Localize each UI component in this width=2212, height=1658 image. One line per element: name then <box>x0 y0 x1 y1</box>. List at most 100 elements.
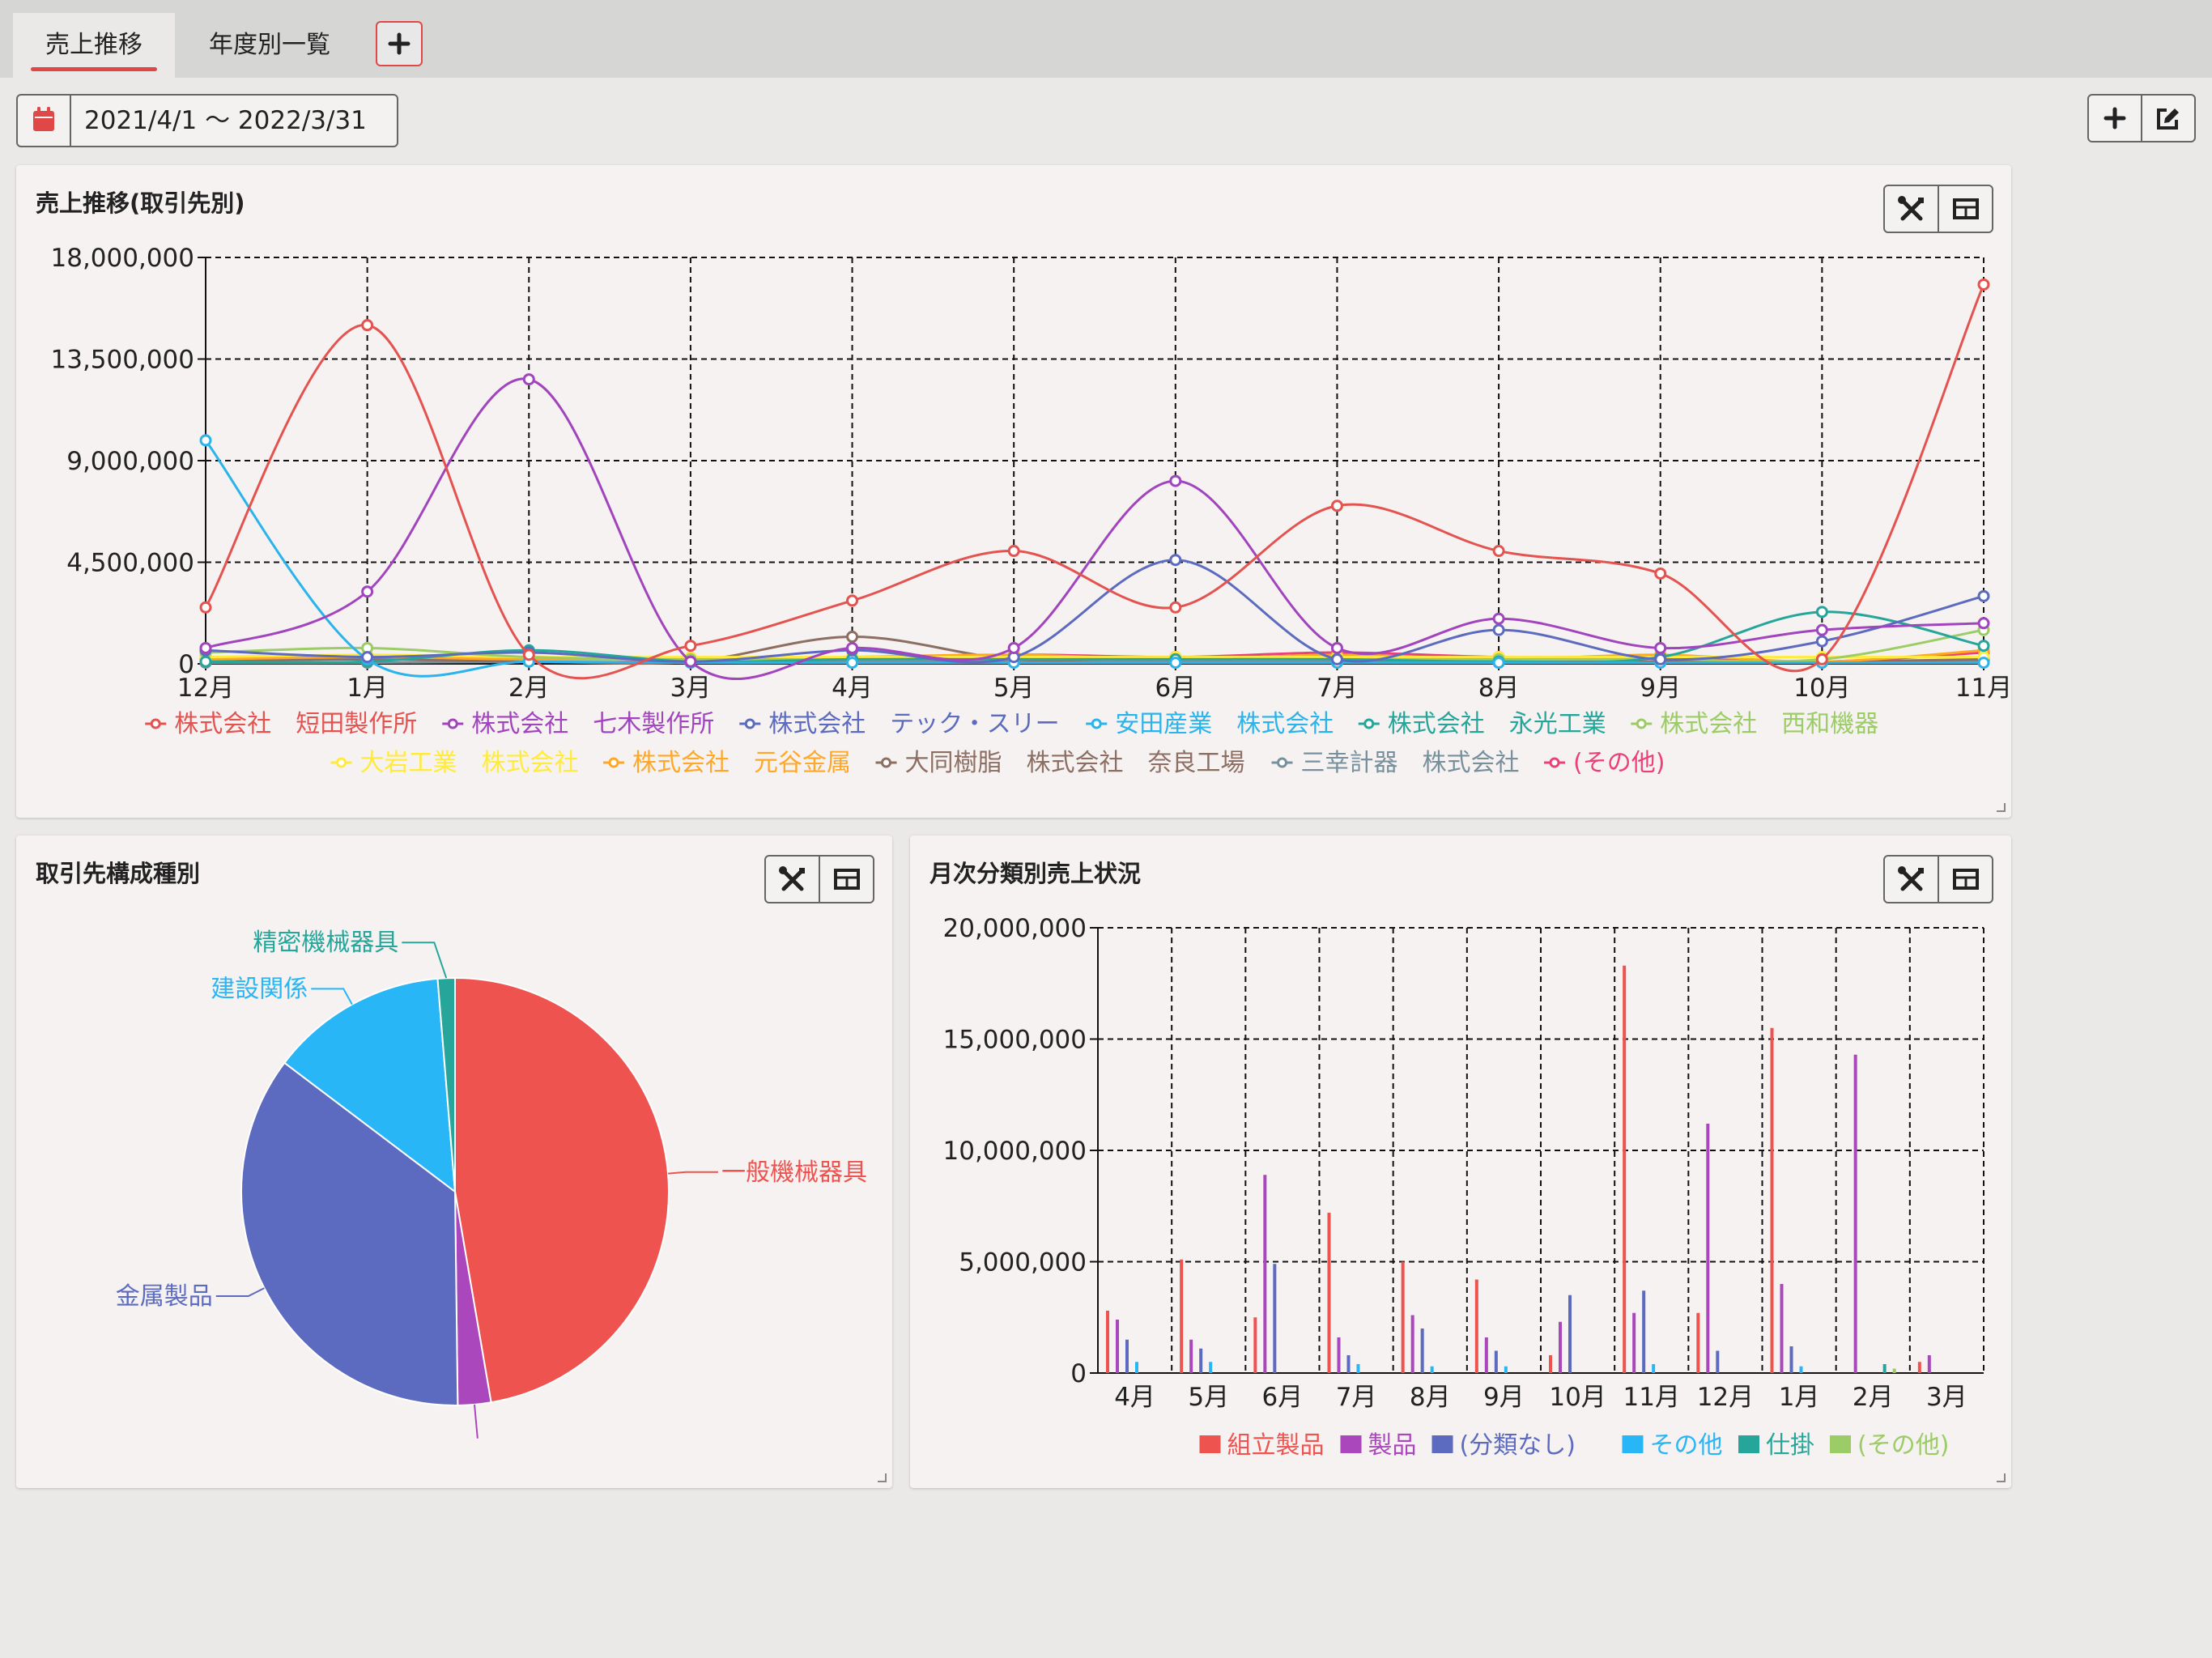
legend-label: 三幸計器 株式会社 <box>1301 749 1520 777</box>
calendar-button[interactable] <box>18 96 71 146</box>
legend-label: 製品 <box>1368 1431 1417 1460</box>
add-widget-button[interactable] <box>2089 96 2141 141</box>
bar <box>1356 1364 1360 1373</box>
chart-settings-button[interactable] <box>766 857 819 902</box>
resize-handle[interactable] <box>1995 1472 2006 1483</box>
tools-icon <box>779 866 805 891</box>
panel-title: 月次分類別売上状況 <box>929 860 1142 887</box>
data-point <box>1815 606 1828 619</box>
resize-handle[interactable] <box>1995 801 2006 813</box>
bar <box>1410 1315 1414 1373</box>
bar <box>1484 1337 1488 1373</box>
bar <box>1853 1054 1857 1373</box>
x-tick-label: 10月 <box>1549 1383 1606 1412</box>
series-line <box>204 440 1984 678</box>
series-line <box>205 559 1984 664</box>
bar <box>1882 1364 1887 1373</box>
pie-slice <box>283 977 457 1194</box>
bar <box>1770 1027 1774 1373</box>
bar <box>1189 1339 1193 1373</box>
pie-label-line <box>402 942 448 979</box>
x-tick-label: 7月 <box>1317 674 1358 703</box>
x-tick-label: 5月 <box>1188 1383 1229 1412</box>
sales-trend-panel: 売上推移(取引先別) 0 4,500,000 9,000,000 13,500,000… <box>16 165 2011 818</box>
pie-label-line <box>311 988 353 1005</box>
show-table-button[interactable] <box>1938 186 1992 232</box>
bar <box>1504 1366 1508 1373</box>
legend-marker-dot <box>608 757 619 768</box>
data-point <box>522 373 535 386</box>
y-tick-label: 0 <box>1070 1359 1087 1388</box>
show-table-button[interactable] <box>819 857 873 902</box>
bar <box>1642 1290 1646 1373</box>
panel-title: 売上推移(取引先別) <box>36 189 245 217</box>
data-point <box>1330 653 1343 665</box>
bar <box>1116 1320 1119 1373</box>
data-point <box>1977 640 1990 653</box>
data-point <box>1330 641 1343 654</box>
bar <box>1106 1311 1109 1373</box>
legend-swatch <box>1830 1435 1851 1453</box>
show-table-button[interactable] <box>1938 857 1992 902</box>
panel-title: 取引先構成種別 <box>36 860 201 887</box>
edit-layout-button[interactable] <box>2141 96 2194 141</box>
plus-icon <box>2104 107 2126 130</box>
legend-label: 株式会社 七木製作所 <box>471 710 714 738</box>
data-point <box>1654 641 1667 654</box>
bar <box>1337 1337 1341 1373</box>
pie-label: 精密機械器具 <box>253 929 398 957</box>
tab-label: 売上推移 <box>45 31 143 59</box>
data-point <box>1007 545 1020 558</box>
plus-icon <box>388 32 410 55</box>
bar-chart: 0 5,000,000 10,000,000 15,000,000 20,000,000… <box>943 914 1984 1460</box>
legend-marker-dot <box>1363 718 1375 729</box>
pie-label-line <box>667 1171 718 1175</box>
series-line <box>205 610 1984 664</box>
resize-handle[interactable] <box>876 1472 887 1483</box>
bar <box>1559 1321 1562 1373</box>
legend-label: 仕掛 <box>1766 1431 1814 1460</box>
x-tick-label: 9月 <box>1483 1383 1525 1412</box>
x-tick-label: 1月 <box>347 674 388 703</box>
data-point <box>199 434 212 447</box>
y-tick-label: 15,000,000 <box>943 1026 1087 1055</box>
data-point <box>1169 474 1182 487</box>
data-point <box>1492 612 1505 625</box>
bar <box>1892 1368 1896 1373</box>
legend-marker-dot <box>1091 718 1102 729</box>
x-tick-label: 3月 <box>1926 1383 1967 1412</box>
tab-yearly-list[interactable]: 年度別一覧 <box>185 13 355 78</box>
calendar-icon <box>33 107 54 131</box>
bar <box>1706 1124 1710 1373</box>
data-point <box>1007 641 1020 654</box>
bar <box>1623 965 1627 1373</box>
legend-marker-dot <box>1277 757 1287 768</box>
pie-label-line <box>474 1404 479 1439</box>
legend-label: (その他) <box>1857 1431 1949 1460</box>
bar <box>1327 1213 1331 1373</box>
x-tick-label: 10月 <box>1793 674 1850 703</box>
bar <box>1253 1317 1257 1373</box>
legend-marker-dot <box>1549 757 1560 768</box>
bar <box>1474 1279 1478 1373</box>
date-range-text: 2021/4/1 ～ 2022/3/31 <box>84 106 367 135</box>
x-tick-label: 9月 <box>1640 674 1681 703</box>
bar <box>1430 1366 1434 1373</box>
tab-sales-trend[interactable]: 売上推移 <box>13 13 175 78</box>
date-range-picker[interactable]: 2021/4/1 ～ 2022/3/31 <box>16 94 398 147</box>
data-point <box>1492 623 1505 636</box>
legend-swatch <box>1622 1435 1644 1453</box>
chart-settings-button[interactable] <box>1885 186 1938 232</box>
legend-label: 大岩工業 株式会社 <box>360 749 579 777</box>
tab-label: 年度別一覧 <box>209 31 330 59</box>
bar <box>1199 1348 1203 1373</box>
y-tick-label: 9,000,000 <box>66 447 194 476</box>
data-point <box>846 594 859 607</box>
y-tick-label: 0 <box>178 650 194 679</box>
bar <box>1927 1355 1931 1373</box>
bar <box>1799 1366 1803 1373</box>
chart-settings-button[interactable] <box>1885 857 1938 902</box>
add-tab-button[interactable] <box>376 21 423 66</box>
data-point <box>684 655 697 668</box>
pie-slice <box>454 976 670 1404</box>
